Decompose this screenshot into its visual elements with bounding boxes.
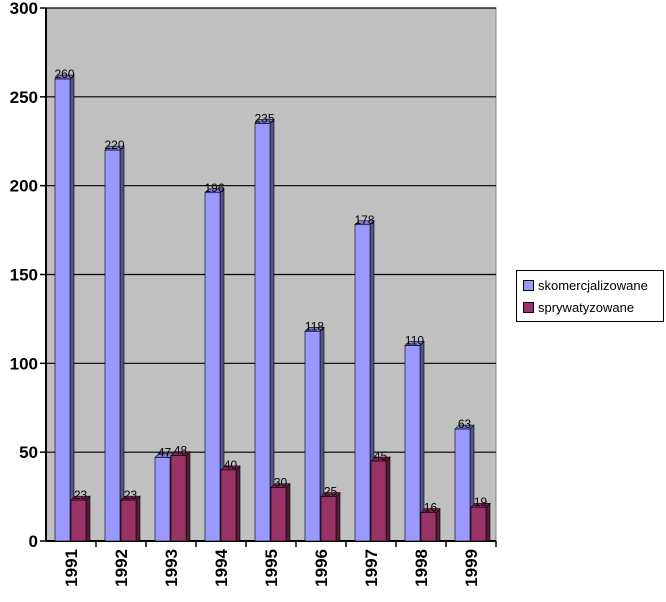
bar-side-sprywatyzowane xyxy=(285,482,291,542)
bar-side-sprywatyzowane xyxy=(335,491,341,542)
bar-sprywatyzowane xyxy=(220,469,237,542)
legend: skomercjalizowane sprywatyzowane xyxy=(516,270,664,322)
data-label-sprywatyzowane: 23 xyxy=(124,488,138,502)
data-label-sprywatyzowane: 19 xyxy=(474,495,488,509)
legend-item-skomercjalizowane: skomercjalizowane xyxy=(523,278,648,293)
data-label-sprywatyzowane: 16 xyxy=(424,501,438,515)
x-tick-label: 1993 xyxy=(162,549,181,587)
data-label-skomercjalizowane: 178 xyxy=(354,213,374,227)
bar-sprywatyzowane xyxy=(270,487,287,542)
x-tick-label: 1994 xyxy=(212,548,231,586)
y-tick-label: 0 xyxy=(29,532,38,551)
bar-sprywatyzowane xyxy=(320,496,337,542)
bar-sprywatyzowane xyxy=(470,506,487,542)
bar-skomercjalizowane xyxy=(454,428,471,542)
legend-label-sprywatyzowane: sprywatyzowane xyxy=(538,300,635,315)
bar-sprywatyzowane xyxy=(420,512,437,542)
legend-item-sprywatyzowane: sprywatyzowane xyxy=(523,300,634,315)
data-label-sprywatyzowane: 25 xyxy=(324,485,338,499)
bar-skomercjalizowane xyxy=(154,457,171,542)
data-label-sprywatyzowane: 45 xyxy=(374,449,388,463)
bar-skomercjalizowane xyxy=(204,192,221,542)
data-label-skomercjalizowane: 110 xyxy=(405,334,424,348)
bar-skomercjalizowane xyxy=(54,78,71,542)
y-tick-label: 200 xyxy=(10,177,38,196)
bar-skomercjalizowane xyxy=(304,331,321,542)
data-label-sprywatyzowane: 30 xyxy=(274,476,288,490)
legend-swatch-skomercjalizowane xyxy=(523,280,534,291)
bar-side-skomercjalizowane xyxy=(69,74,75,542)
bar-sprywatyzowane xyxy=(120,499,137,542)
data-label-skomercjalizowane: 47 xyxy=(158,445,172,459)
bar-side-sprywatyzowane xyxy=(185,450,191,542)
data-label-skomercjalizowane: 235 xyxy=(254,111,274,125)
x-tick-label: 1996 xyxy=(312,549,331,587)
x-tick-label: 1997 xyxy=(362,549,381,587)
x-tick-label: 1998 xyxy=(412,549,431,587)
y-tick-label: 50 xyxy=(19,443,38,462)
bar-sprywatyzowane xyxy=(70,499,87,542)
data-label-sprywatyzowane: 48 xyxy=(174,444,188,458)
bar-skomercjalizowane xyxy=(354,224,371,542)
data-label-skomercjalizowane: 260 xyxy=(54,67,74,81)
bar-side-sprywatyzowane xyxy=(385,456,391,542)
y-tick-label: 100 xyxy=(10,354,38,373)
data-label-skomercjalizowane: 63 xyxy=(458,417,472,431)
x-tick-label: 1995 xyxy=(262,549,281,587)
data-label-skomercjalizowane: 118 xyxy=(305,319,324,333)
data-label-skomercjalizowane: 220 xyxy=(104,138,124,152)
bar-side-sprywatyzowane xyxy=(85,495,91,542)
bar-sprywatyzowane xyxy=(170,455,187,542)
x-tick-label: 1992 xyxy=(112,549,131,587)
data-label-sprywatyzowane: 40 xyxy=(224,458,238,472)
bar-skomercjalizowane xyxy=(254,123,271,542)
bar-sprywatyzowane xyxy=(370,460,387,542)
bar-side-sprywatyzowane xyxy=(235,465,241,542)
data-label-skomercjalizowane: 196 xyxy=(204,181,224,195)
bar-skomercjalizowane xyxy=(104,149,121,542)
x-tick-label: 1991 xyxy=(62,549,81,587)
y-tick-label: 150 xyxy=(10,266,38,285)
data-label-sprywatyzowane: 23 xyxy=(74,488,88,502)
y-tick-label: 300 xyxy=(10,0,38,18)
bar-side-sprywatyzowane xyxy=(135,495,141,542)
bar-side-skomercjalizowane xyxy=(119,145,125,542)
legend-label-skomercjalizowane: skomercjalizowane xyxy=(538,278,648,293)
y-tick-label: 250 xyxy=(10,88,38,107)
bar-skomercjalizowane xyxy=(404,345,421,542)
x-tick-label: 1999 xyxy=(462,549,481,587)
legend-swatch-sprywatyzowane xyxy=(523,302,534,313)
